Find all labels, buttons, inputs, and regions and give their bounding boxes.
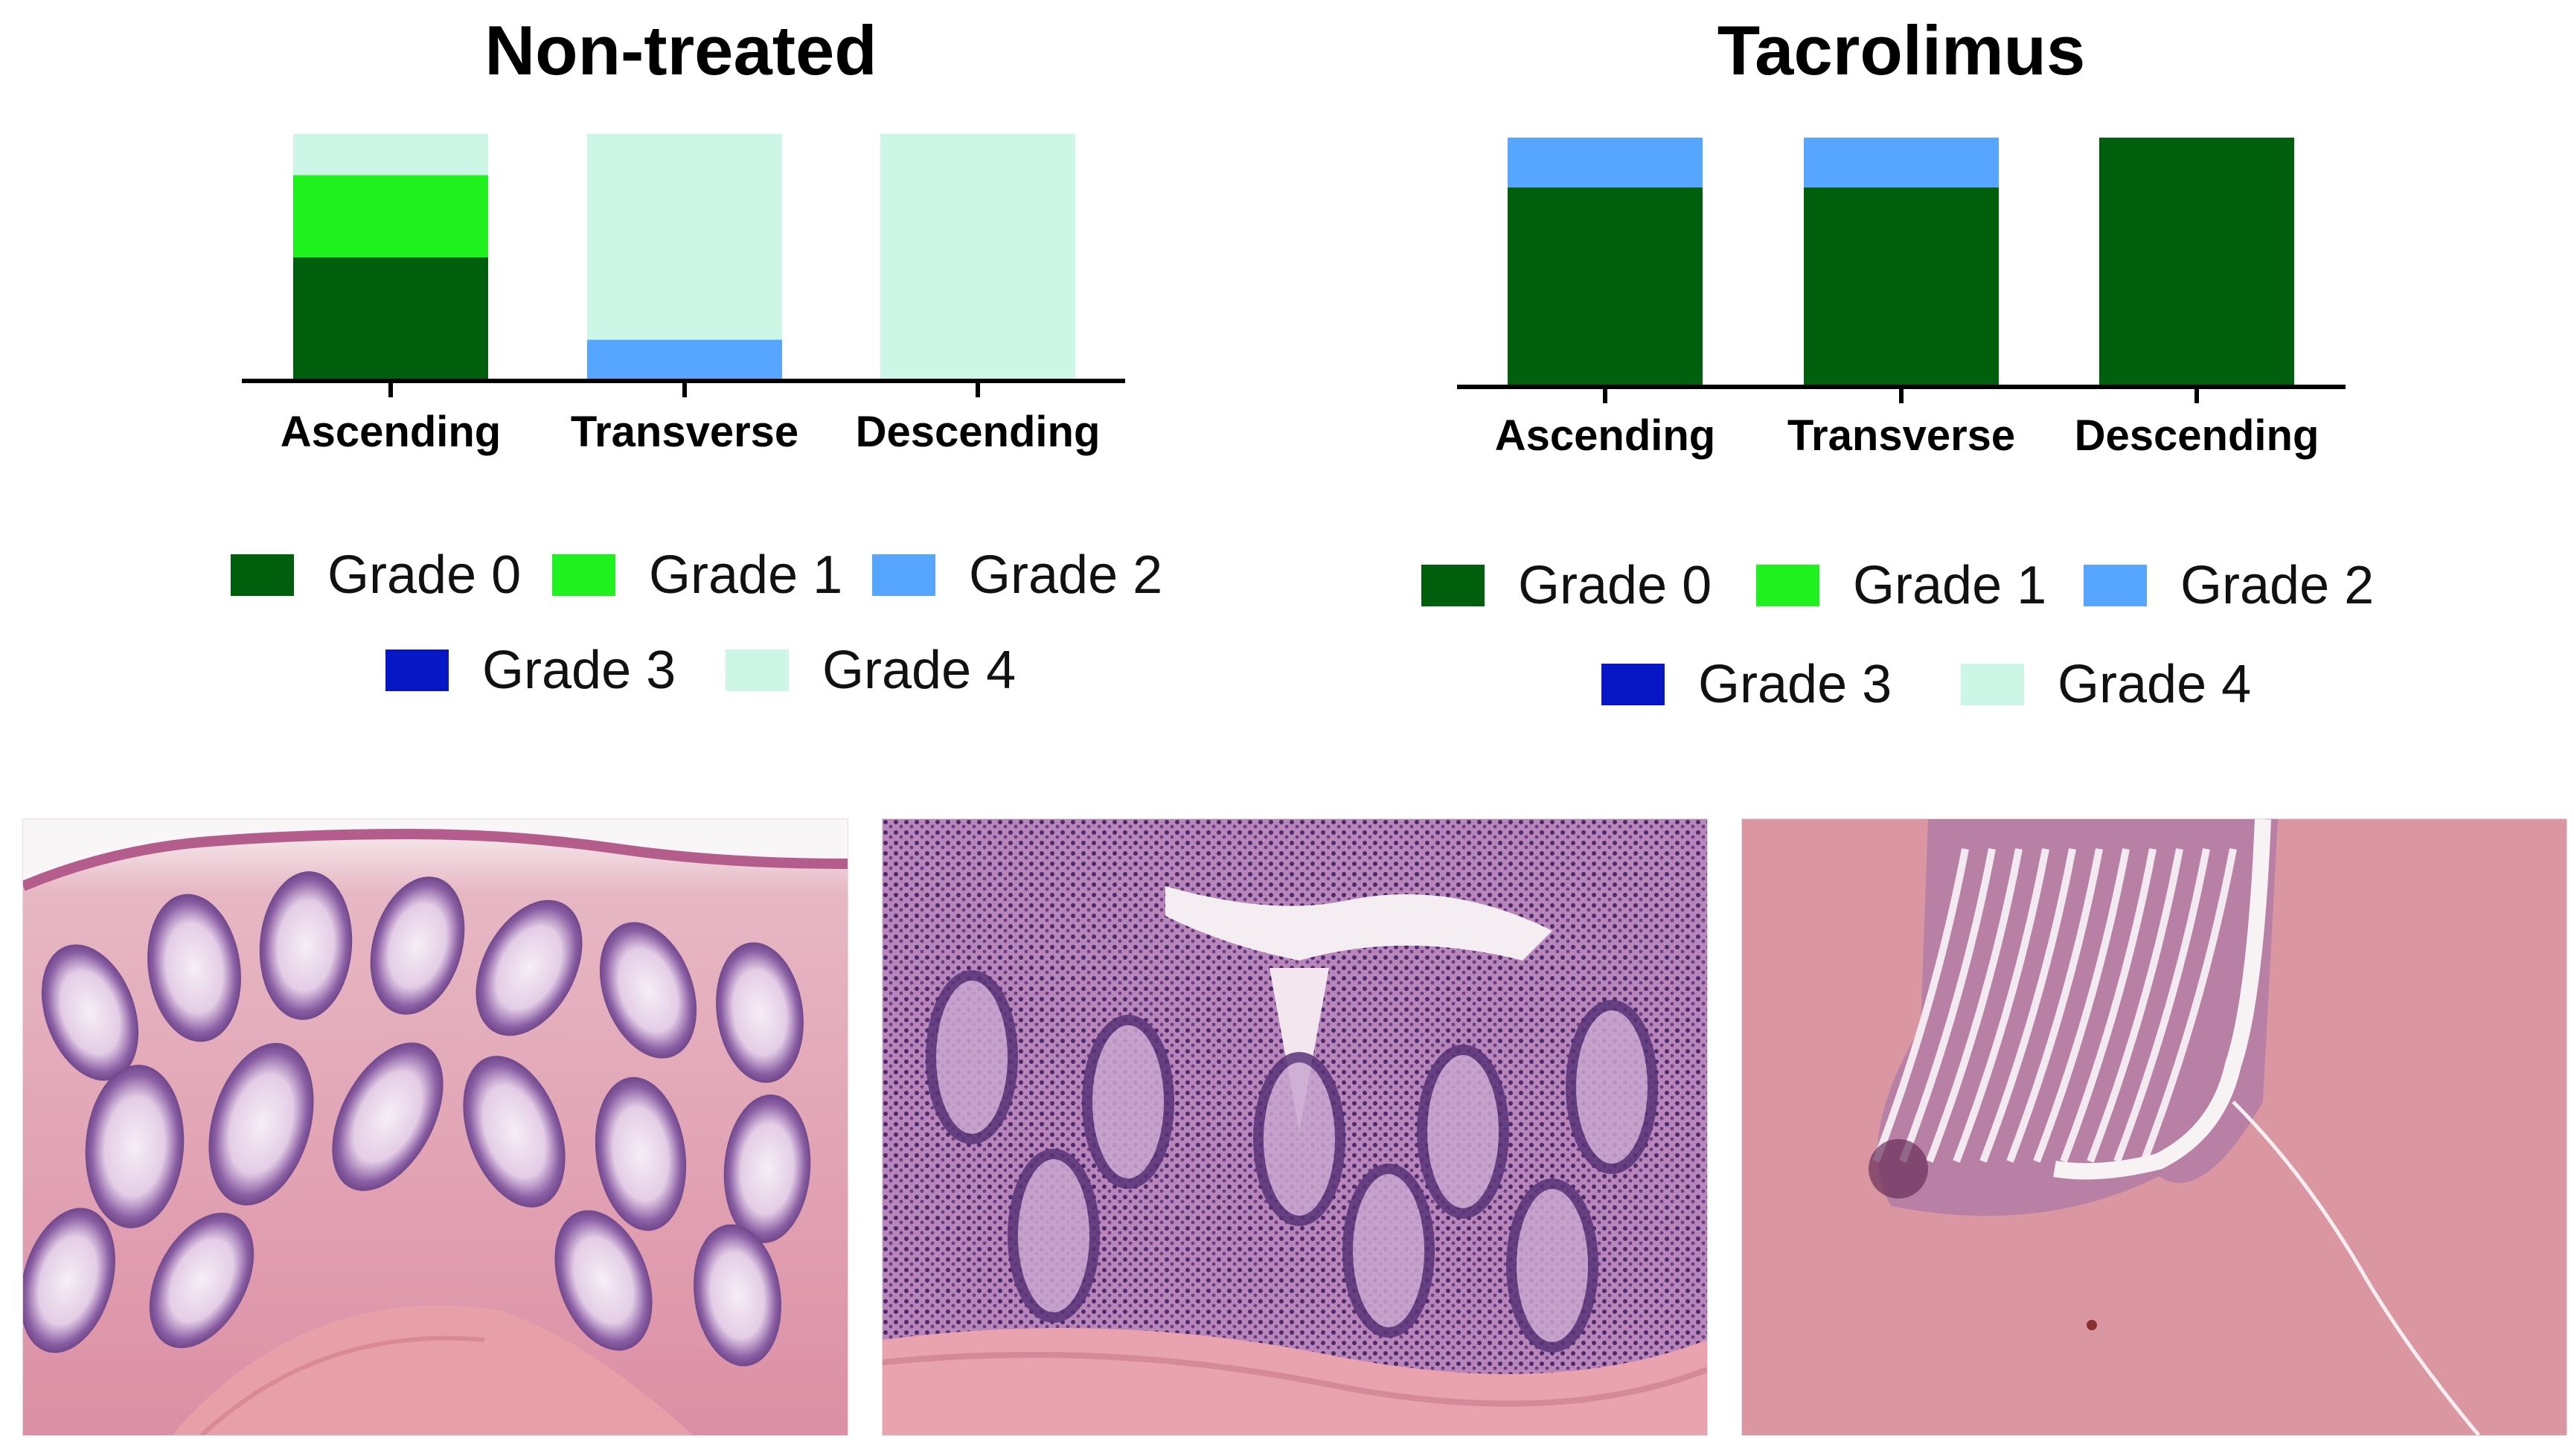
legend-label: Grade 1 [1853,556,2046,615]
crypt-shape [599,922,697,1059]
legend-swatch-grade-3 [385,650,449,691]
legend-swatch-grade-4 [726,650,789,691]
crypt-shape [463,1056,566,1208]
crypt-shape [23,1208,115,1353]
x-tick-label: Ascending [1495,411,1716,460]
legend-label: Grade 2 [969,545,1162,605]
legend-swatch-grade-1 [1756,565,1819,606]
legend-label: Grade 4 [2058,655,2251,714]
crypt-shape [1082,1015,1174,1189]
histology-image-ulcerated [1741,818,2567,1436]
crypt-shape [208,1042,314,1206]
crypt-line [1926,848,2023,1163]
crypt-line [2140,848,2237,1163]
chart-title: Non-treated [484,11,877,89]
bar-segment-ascending-grade-4 [293,134,488,176]
bar-segment-transverse-grade-2 [587,339,782,381]
bar-segment-descending-grade-4 [880,134,1075,381]
crypt-shape [595,1077,687,1231]
crypt-line [2060,848,2157,1163]
crypt-shape [723,1094,811,1243]
crypt-line [1872,848,1969,1163]
bar-segment-ascending-grade-0 [293,257,488,381]
histology-image-inflamed [882,818,1708,1436]
x-tick-label: Descending [856,408,1101,456]
chart-1: Non-treated Ascending Transverse Descending… [231,11,1162,700]
crypt-line [2006,848,2103,1163]
legend-label: Grade 0 [327,545,521,605]
legend-label: Grade 3 [482,641,676,700]
crypt-line [1899,848,1996,1163]
x-tick-label: Transverse [571,408,798,456]
chart-2: Tacrolimus Ascending Transverse Descending G… [1421,11,2374,714]
legend-label: Grade 3 [1698,655,1892,714]
legend-swatch-grade-3 [1601,664,1665,705]
crypt-shape [1342,1164,1435,1338]
bar-segment-ascending-grade-1 [293,175,488,257]
crypt-line [2033,848,2130,1163]
x-tick-label: Descending [2075,411,2320,460]
crypt-shape [476,899,583,1036]
crypt-shape [41,944,139,1081]
legend-label: Grade 1 [649,545,842,605]
legend-label: Grade 4 [822,641,1016,700]
crypt-line [2113,848,2210,1163]
crypt-shape [554,1210,653,1351]
bar-segment-descending-grade-0 [2099,138,2294,387]
legend-label: Grade 2 [2180,556,2374,615]
crypt-shape [370,876,465,1015]
crypt-shape [1417,1045,1509,1219]
x-tick-label: Ascending [281,408,502,456]
legend-swatch-grade-1 [552,554,615,596]
legend-swatch-grade-2 [872,554,935,596]
crypt-shape [694,1224,781,1367]
legend-label: Grade 0 [1518,556,1712,615]
legend-swatch-grade-0 [1421,565,1485,606]
bar-segment-transverse-grade-4 [587,134,782,340]
crypt-shape [147,894,241,1042]
legend-swatch-grade-0 [231,554,294,596]
crypt-line [2087,848,2183,1163]
bar-segment-ascending-grade-2 [1508,138,1703,187]
bar-segment-transverse-grade-0 [1804,187,1999,387]
legend-swatch-grade-4 [1961,664,2024,705]
crypt-shape [1253,1052,1345,1226]
crypt-shape [716,942,804,1083]
x-tick-label: Transverse [1787,411,2015,460]
legend-swatch-grade-2 [2084,565,2147,606]
bar-segment-ascending-grade-0 [1508,187,1703,387]
crypt-shape [149,1213,254,1348]
crypt-line [1979,848,2076,1163]
bar-segment-transverse-grade-2 [1804,138,1999,187]
crypt-line [1953,848,2049,1163]
histology-image-normal [22,818,848,1436]
crypt-shape [332,1042,444,1191]
crypt-shape [1008,1149,1100,1323]
crypt-shape [1566,1000,1658,1174]
charts-area: Non-treated Ascending Transverse Descending… [231,11,2374,714]
crypt-shape [85,1065,185,1228]
crypt-shape [1506,1178,1598,1353]
crypt-shape [259,871,353,1020]
chart-title: Tacrolimus [1717,11,2086,89]
crypt-shape [926,970,1018,1144]
